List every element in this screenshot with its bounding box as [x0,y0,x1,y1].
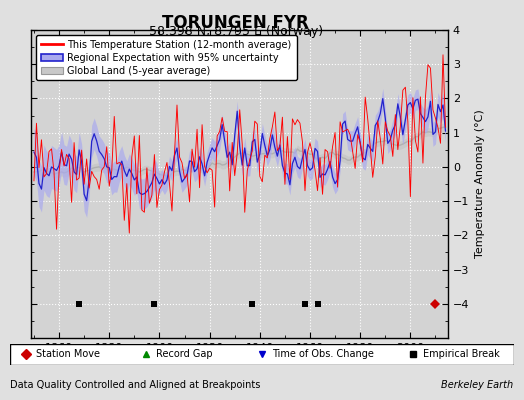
Text: Berkeley Earth: Berkeley Earth [441,380,514,390]
Text: Time of Obs. Change: Time of Obs. Change [272,350,374,359]
Legend: This Temperature Station (12-month average), Regional Expectation with 95% uncer: This Temperature Station (12-month avera… [36,35,297,80]
Text: 58.398 N, 8.795 E (Norway): 58.398 N, 8.795 E (Norway) [149,25,323,38]
Text: Data Quality Controlled and Aligned at Breakpoints: Data Quality Controlled and Aligned at B… [10,380,261,390]
Text: Station Move: Station Move [36,350,100,359]
Text: Record Gap: Record Gap [156,350,213,359]
Text: TORUNGEN FYR: TORUNGEN FYR [162,14,309,32]
Y-axis label: Temperature Anomaly (°C): Temperature Anomaly (°C) [475,110,485,258]
Text: Empirical Break: Empirical Break [423,350,500,359]
